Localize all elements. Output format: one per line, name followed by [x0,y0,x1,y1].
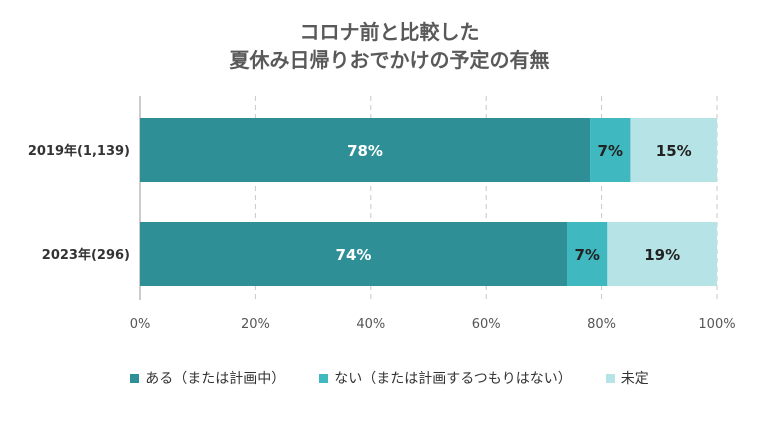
x-tick-label: 100% [698,317,735,332]
bar-segment [630,118,717,182]
data-label: 19% [644,246,680,264]
bar-segment [140,222,567,286]
chart-title-line-1: コロナ前と比較した [299,20,480,44]
legend-item-yes: ある（または計画中） [130,368,285,388]
x-tick-label: 0% [130,317,151,332]
bar-segment [590,118,631,182]
chart-title-line-2: 夏休み日帰りおでかけの予定の有無 [229,48,550,72]
x-tick-label: 40% [356,317,385,332]
data-label: 74% [336,246,372,264]
data-label: 78% [347,142,383,160]
legend-item-no: ない（または計画するつもりはない） [319,368,572,388]
bar-segment [566,222,608,286]
data-label: 7% [574,246,599,264]
legend-swatch-yes [130,373,140,383]
category-label: 2023年(296) [42,247,130,263]
legend-item-undecided: 未定 [605,368,649,388]
x-tick-label: 80% [587,317,616,332]
legend-label-no: ない（または計画するつもりはない） [334,371,572,387]
bar-segment [607,222,717,286]
legend-label-undecided: 未定 [620,371,649,387]
data-label: 7% [598,142,623,160]
legend: ある（または計画中） ない（または計画するつもりはない） 未定 [0,368,779,388]
legend-swatch-undecided [605,373,615,383]
data-label: 15% [656,142,692,160]
category-label: 2019年(1,139) [28,143,130,159]
bar-segment [140,118,591,182]
x-tick-label: 20% [241,317,270,332]
x-tick-label: 60% [472,317,501,332]
legend-label-yes: ある（または計画中） [145,371,286,387]
legend-swatch-no [319,373,329,383]
